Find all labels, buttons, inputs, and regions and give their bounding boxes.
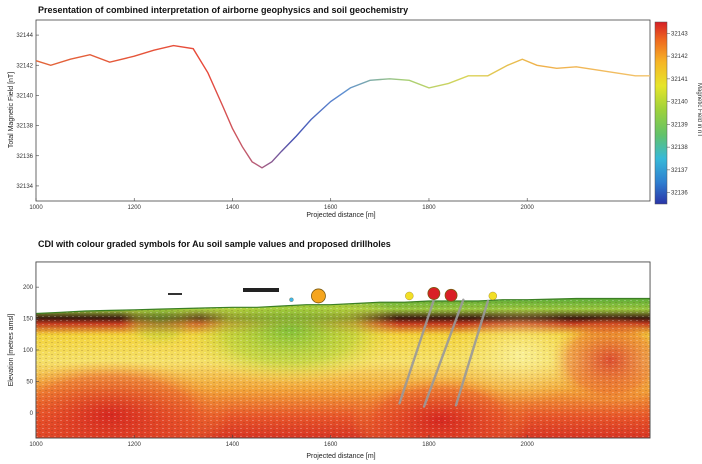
cdi-section — [36, 262, 650, 438]
top-x-axis-label: Projected distance [m] — [306, 212, 375, 219]
surface-block-marker — [243, 288, 279, 292]
drillholes — [398, 298, 490, 408]
top-y-tick-label: 32144 — [16, 33, 33, 39]
bottom-y-axis-label: Elevation [metres amsl] — [8, 314, 15, 387]
top-x-tick-label: 1000 — [29, 205, 43, 211]
colorbar-tick-label: 32138 — [671, 145, 688, 151]
top-chart-title: Presentation of combined interpretation … — [38, 5, 408, 15]
top-y-axis-label: Total Magnetic Field [nT] — [8, 72, 15, 148]
bottom-x-tick-label: 1200 — [128, 442, 142, 448]
top-x-tick-label: 2000 — [521, 205, 535, 211]
ground-surface-line — [36, 297, 650, 315]
bottom-y-tick-label: 150 — [23, 317, 34, 323]
surface-track-marker — [168, 293, 182, 295]
au-soil-samples — [289, 287, 497, 304]
top-y-tick-label: 32136 — [16, 154, 33, 160]
colorbar-tick-label: 32136 — [671, 191, 688, 197]
top-x-tick-label: 1600 — [324, 205, 338, 211]
bottom-x-tick-label: 1400 — [226, 442, 240, 448]
top-y-tick-label: 32138 — [16, 124, 33, 130]
magnetic-field-series-line — [35, 44, 650, 169]
top-x-tick-label: 1400 — [226, 205, 240, 211]
top-y-axis: 32134 32136 32138 32140 32142 32144 — [16, 33, 39, 190]
bottom-x-tick-label: 1600 — [324, 442, 338, 448]
bottom-x-axis-label: Projected distance [m] — [306, 453, 375, 460]
bottom-y-tick-label: 200 — [23, 285, 34, 291]
au-sample-marker — [488, 291, 497, 301]
drillhole — [398, 298, 436, 405]
colorbar-tick-label: 32140 — [671, 100, 688, 106]
top-x-axis: 1000 1200 1400 1600 1800 2000 — [29, 198, 535, 211]
au-sample-marker — [311, 288, 326, 304]
top-y-tick-label: 32134 — [16, 184, 33, 190]
bottom-y-tick-label: 50 — [26, 379, 33, 385]
bottom-chart-title: CDI with colour graded symbols for Au so… — [38, 239, 391, 249]
top-x-tick-label: 1200 — [128, 205, 142, 211]
colorbar-tick-label: 32139 — [671, 122, 688, 128]
bottom-x-axis: 1000 1200 1400 1600 1800 2000 — [29, 435, 535, 448]
au-sample-marker — [444, 288, 458, 302]
bottom-y-tick-label: 0 — [30, 411, 34, 417]
drillhole — [422, 298, 465, 408]
colorbar-label: Magnetic Field in nT — [696, 83, 702, 137]
drillhole — [454, 299, 490, 407]
top-x-tick-label: 1800 — [422, 205, 436, 211]
bottom-y-tick-label: 100 — [23, 348, 34, 354]
au-sample-marker — [289, 297, 294, 302]
au-sample-marker — [427, 287, 441, 300]
colorbar — [654, 21, 668, 205]
bottom-x-tick-label: 2000 — [521, 442, 535, 448]
colorbar-tick-label: 32141 — [671, 77, 688, 83]
top-plot-area — [35, 19, 651, 202]
colorbar-tick-label: 32137 — [671, 168, 688, 174]
top-y-tick-label: 32140 — [16, 93, 33, 99]
bottom-x-tick-label: 1800 — [422, 442, 436, 448]
bottom-x-tick-label: 1000 — [29, 442, 43, 448]
colorbar-tick-label: 32143 — [671, 31, 688, 37]
top-y-tick-label: 32142 — [16, 63, 33, 69]
colorbar-tick-label: 32142 — [671, 54, 688, 60]
au-sample-marker — [405, 291, 414, 301]
bottom-y-axis: 0 50 100 150 200 — [23, 285, 39, 417]
colorbar-ticks: 32136 32137 32138 32139 32140 32141 32142 32143 — [667, 31, 688, 197]
cdi-air-mask — [36, 262, 650, 314]
